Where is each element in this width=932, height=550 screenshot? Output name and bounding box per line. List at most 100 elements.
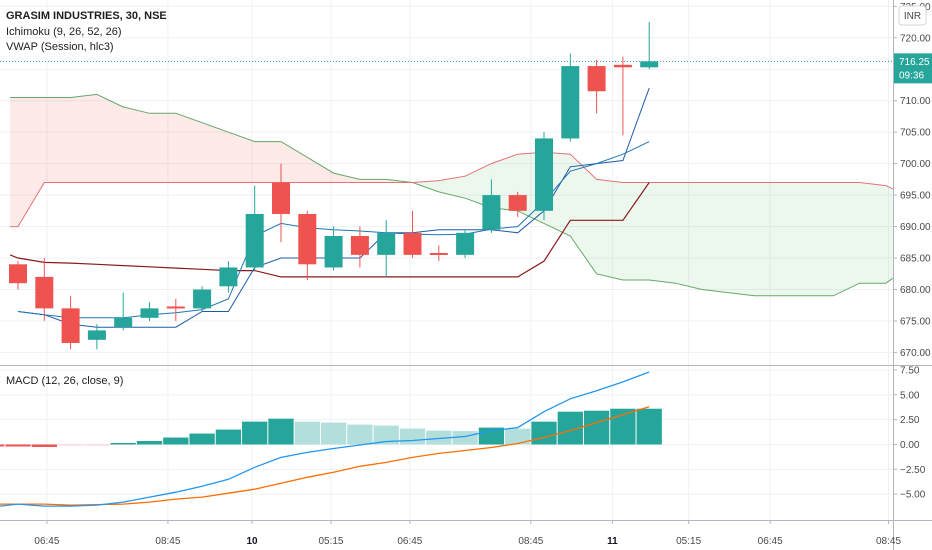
ichimoku-cloud-segment [833,182,860,296]
indicator-legend-item: Ichimoku (9, 26, 52, 26) [6,26,122,38]
candle [219,261,238,293]
candle [613,56,632,136]
time-axis-label: 06:45 [397,536,422,547]
candle-body [350,235,369,255]
candle-body [508,195,527,211]
macd-histogram-bar [583,410,610,445]
macd-axis-label: 0.00 [900,440,920,451]
countdown-label: 09:36 [899,70,924,81]
candle-body [166,306,185,309]
last-price-badge: 716.25 09:36 [894,53,932,84]
candle [587,59,606,114]
ichimoku-cloud-segment [96,94,124,183]
macd-signal-line [0,406,650,506]
ichimoku-cloud-segment [44,97,71,183]
candle-body [456,232,475,255]
price-axis-label: 700.00 [900,159,931,170]
macd-histogram-bar [426,430,452,445]
candle-body [193,289,212,309]
ichimoku-cloud-segment [570,154,597,274]
ichimoku-cloud-segment [333,173,360,183]
ichimoku-cloud-segment [307,157,334,183]
candle-body [272,182,290,214]
time-axis-label: 05:15 [318,536,343,547]
candle [324,226,343,271]
ichimoku-cloud-segment [675,182,702,290]
time-axis-label: 08:45 [876,536,901,547]
time-axis-label: 08:45 [518,536,543,547]
ichimoku-cloud-segment [438,176,466,199]
ichimoku-cloud-segment [123,106,150,183]
candle-body [219,267,238,287]
price-axis-label: 685.00 [900,254,931,265]
time-axis-label: 08:45 [155,536,180,547]
ichimoku-cloud-segment [18,97,45,227]
macd-histogram-bar [163,437,189,445]
currency-label: INR [904,11,921,22]
ichimoku-cloud-segment [859,182,886,284]
ichimoku-cloud-segment [10,97,18,227]
macd-axis-label: −2.50 [900,465,926,476]
macd-histogram-bar [0,444,5,447]
chart-title: GRASIM INDUSTRIES, 30, NSE [6,10,167,22]
candle [640,22,659,70]
candle [140,302,159,321]
macd-pane [0,371,662,507]
candle-body [377,232,396,255]
macd-title: MACD (12, 26, close, 9) [6,375,123,387]
ichimoku-leading-span-b-line [10,93,893,297]
time-axis-label: 05:15 [676,536,701,547]
candle [61,295,80,350]
price-axis-label: 670.00 [900,348,931,359]
ichimoku-cloud-segment [622,182,650,281]
macd-histogram-bar [215,429,242,445]
candle [166,298,185,321]
candle-body [298,213,317,265]
ichimoku-cloud-segment [728,182,755,296]
price-pane [9,22,893,350]
candle [350,226,369,268]
macd-histogram-bar [347,424,373,445]
candle [535,132,553,221]
ichimoku-base-line [9,182,650,278]
last-price-badge-box [894,53,932,84]
macd-histogram-bar [110,443,136,445]
currency-badge: INR [898,5,927,26]
indicator-legend-item: VWAP (Session, hlc3) [6,41,114,53]
price-axis-label: 675.00 [900,316,931,327]
candle [298,210,317,281]
ichimoku-cloud-segment [359,179,387,183]
candle [482,179,501,233]
ichimoku-cloud-segment [780,182,807,296]
candle-body [587,66,606,92]
ichimoku-leading-span-a-line [10,151,893,228]
macd-histogram-bar [57,444,84,446]
last-price-label: 716.25 [899,57,930,68]
candle [87,324,106,350]
ichimoku-cloud-segment [281,141,308,183]
candle-body [61,308,80,343]
price-axis-label: 720.00 [900,33,931,44]
candle-body [613,64,632,68]
candle [35,258,54,321]
macd-histogram-bar [294,421,320,445]
macd-axis-label: 5.00 [900,390,920,401]
macd-histogram-bar [5,444,31,447]
candle-body [429,252,448,255]
candle [508,191,527,218]
ichimoku-cloud-segment [754,182,781,296]
candle-body [245,213,264,268]
price-axis-label: 710.00 [900,96,931,107]
candle-body [640,61,659,68]
candle [245,185,264,271]
candle [377,220,396,277]
candle [193,286,212,312]
ichimoku-cloud-segment [228,132,255,183]
price-axis-label: 705.00 [900,128,931,139]
ichimoku-cloud-segment [807,182,834,296]
candle [403,210,422,259]
macd-axis-label: 7.50 [900,365,920,376]
candle [9,261,27,290]
